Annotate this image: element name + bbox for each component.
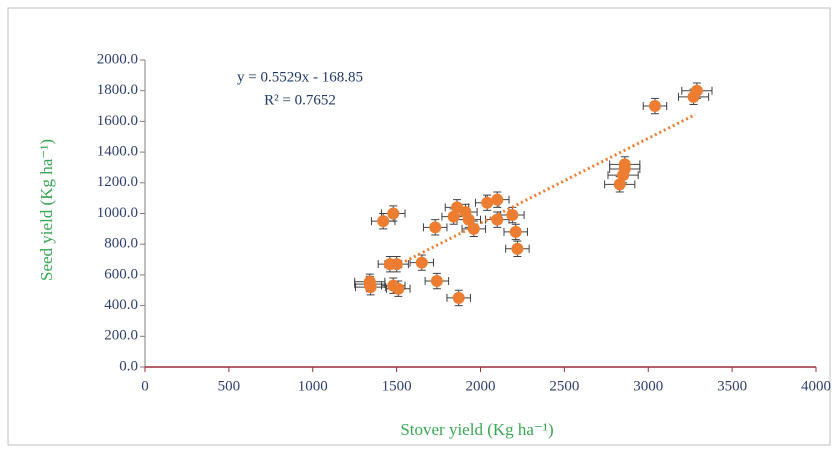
- y-tick-label: 1600.0: [97, 113, 138, 129]
- point: [509, 225, 522, 238]
- point: [506, 209, 519, 222]
- point: [648, 100, 661, 113]
- y-tick-label: 1000.0: [97, 205, 138, 221]
- y-tick-label: 2000.0: [97, 51, 138, 67]
- point: [481, 196, 494, 209]
- point: [613, 178, 626, 191]
- r-squared: R² = 0.7652: [264, 92, 336, 108]
- y-tick-label: 0.0: [119, 358, 138, 374]
- chart-frame: [7, 7, 831, 446]
- y-tick-label: 400.0: [104, 297, 138, 313]
- x-tick-label: 0: [141, 378, 149, 394]
- point: [447, 210, 460, 223]
- x-axis-title: Stover yield (Kg ha⁻¹): [400, 420, 553, 439]
- point: [364, 281, 377, 294]
- point: [690, 84, 703, 97]
- point: [491, 213, 504, 226]
- point: [392, 282, 405, 295]
- x-tick-label: 500: [218, 378, 241, 394]
- point: [511, 242, 524, 255]
- trendline: [404, 113, 696, 263]
- x-tick-label: 3500: [717, 378, 747, 394]
- y-tick-label: 1400.0: [97, 144, 138, 160]
- x-tick-label: 1500: [382, 378, 412, 394]
- point: [462, 213, 475, 226]
- x-tick-label: 1000: [298, 378, 328, 394]
- point: [415, 256, 428, 269]
- point: [618, 158, 631, 171]
- point: [429, 221, 442, 234]
- x-tick-label: 3000: [633, 378, 663, 394]
- point: [390, 258, 403, 271]
- point: [430, 275, 443, 288]
- x-tick-label: 2000: [466, 378, 496, 394]
- x-tick-label: 4000: [801, 378, 831, 394]
- point: [377, 215, 390, 228]
- y-tick-label: 600.0: [104, 266, 138, 282]
- point: [467, 222, 480, 235]
- point: [452, 291, 465, 304]
- y-tick-label: 1200.0: [97, 174, 138, 190]
- x-tick-label: 2500: [549, 378, 579, 394]
- trendline-equation: y = 0.5529x - 168.85: [237, 69, 363, 85]
- y-tick-label: 1800.0: [97, 82, 138, 98]
- point: [491, 193, 504, 206]
- point: [387, 207, 400, 220]
- y-tick-label: 800.0: [104, 236, 138, 252]
- y-axis-title: Seed yield (Kg ha⁻¹): [37, 139, 56, 281]
- y-tick-label: 200.0: [104, 328, 138, 344]
